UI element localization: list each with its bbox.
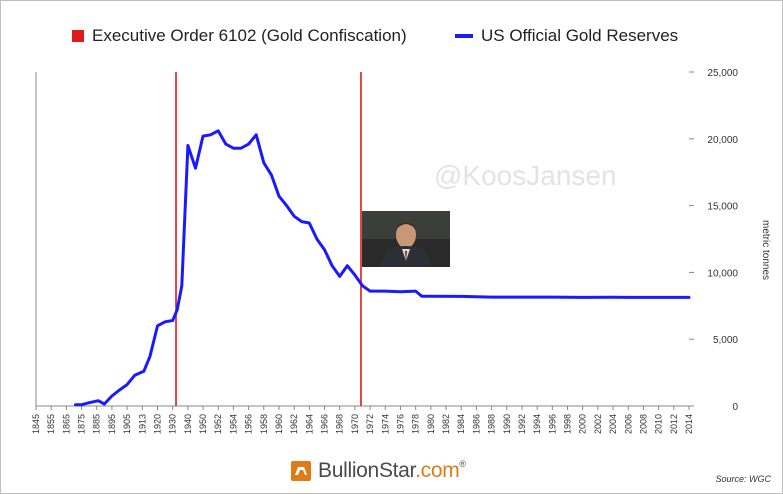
x-tick-label: 1845: [31, 414, 41, 434]
y-tick-label: 15,000: [707, 202, 738, 213]
x-tick-label: 1865: [61, 414, 71, 434]
x-tick-label: 2010: [654, 414, 664, 434]
x-tick-label: 1905: [122, 414, 132, 434]
x-tick-label: 1976: [395, 414, 405, 434]
legend: Executive Order 6102 (Gold Confiscation)…: [0, 26, 783, 52]
x-tick-label: 2008: [638, 414, 648, 434]
brand-registered-mark: ®: [459, 459, 467, 469]
press-conference-photo-icon: [362, 211, 450, 267]
x-tick-label: 1998: [563, 414, 573, 434]
legend-label-gold-reserves: US Official Gold Reserves: [481, 26, 679, 45]
y-axis-label: metric tonnes: [760, 220, 771, 280]
x-tick-label: 1968: [335, 414, 345, 434]
x-tick-label: 2014: [684, 414, 694, 434]
legend-item-gold-reserves: US Official Gold Reserves: [455, 26, 678, 46]
x-tick-label: 1962: [289, 414, 299, 434]
brand: BullionStar.com ®: [290, 458, 466, 484]
x-tick-label: 1930: [168, 414, 178, 434]
brand-name-text: BullionStar: [318, 459, 416, 482]
brand-suffix: .com: [415, 459, 460, 482]
x-tick-label: 1913: [137, 414, 147, 434]
x-tick-label: 1960: [274, 414, 284, 434]
brand-name: BullionStar.com: [318, 459, 460, 483]
x-tick-label: 1950: [198, 414, 208, 434]
legend-swatch-red: [72, 30, 84, 42]
x-tick-label: 1920: [152, 414, 162, 434]
series-line-gold-reserves: [74, 129, 691, 407]
x-tick-label: 1966: [320, 414, 330, 434]
x-tick-label: 1982: [441, 414, 451, 434]
x-tick-label: 1992: [517, 414, 527, 434]
x-tick-label: 1984: [456, 414, 466, 434]
x-tick-label: 1978: [411, 414, 421, 434]
x-tick-label: 1954: [228, 414, 238, 434]
y-tick-label: 25,000: [707, 68, 738, 79]
x-tick-label: 1855: [46, 414, 56, 434]
x-tick-label: 1986: [471, 414, 481, 434]
y-tick-label: 20,000: [707, 135, 738, 146]
y-tick-label: 5,000: [713, 335, 738, 346]
legend-label-executive-order: Executive Order 6102 (Gold Confiscation): [92, 26, 407, 45]
x-tick-label: 1875: [77, 414, 87, 434]
x-tick-label: 1988: [487, 414, 497, 434]
y-tick-label: 10,000: [707, 268, 738, 279]
x-tick-label: 1895: [107, 414, 117, 434]
x-tick-label: 1964: [304, 414, 314, 434]
watermark: @KoosJansen: [434, 160, 617, 191]
x-tick-label: 1970: [350, 414, 360, 434]
x-tick-label: 1885: [92, 414, 102, 434]
x-tick-label: 1940: [183, 414, 193, 434]
source-note: Source: WGC: [715, 474, 771, 484]
x-tick-label: 2000: [578, 414, 588, 434]
x-tick-label: 1956: [244, 414, 254, 434]
x-tick-label: 1994: [532, 414, 542, 434]
legend-swatch-blue: [455, 34, 473, 38]
x-tick-label: 1996: [547, 414, 557, 434]
x-tick-label: 1972: [365, 414, 375, 434]
x-tick-label: 2006: [623, 414, 633, 434]
x-tick-label: 1990: [502, 414, 512, 434]
x-tick-label: 1974: [380, 414, 390, 434]
x-tick-label: 1958: [259, 414, 269, 434]
bullionstar-logo-icon: [290, 460, 312, 482]
x-tick-label: 2004: [608, 414, 618, 434]
x-tick-label: 1980: [426, 414, 436, 434]
x-tick-label: 2002: [593, 414, 603, 434]
x-tick-label: 2012: [669, 414, 679, 434]
y-tick-label: 0: [732, 402, 738, 413]
legend-item-executive-order: Executive Order 6102 (Gold Confiscation): [72, 26, 407, 46]
x-tick-label: 1952: [213, 414, 223, 434]
